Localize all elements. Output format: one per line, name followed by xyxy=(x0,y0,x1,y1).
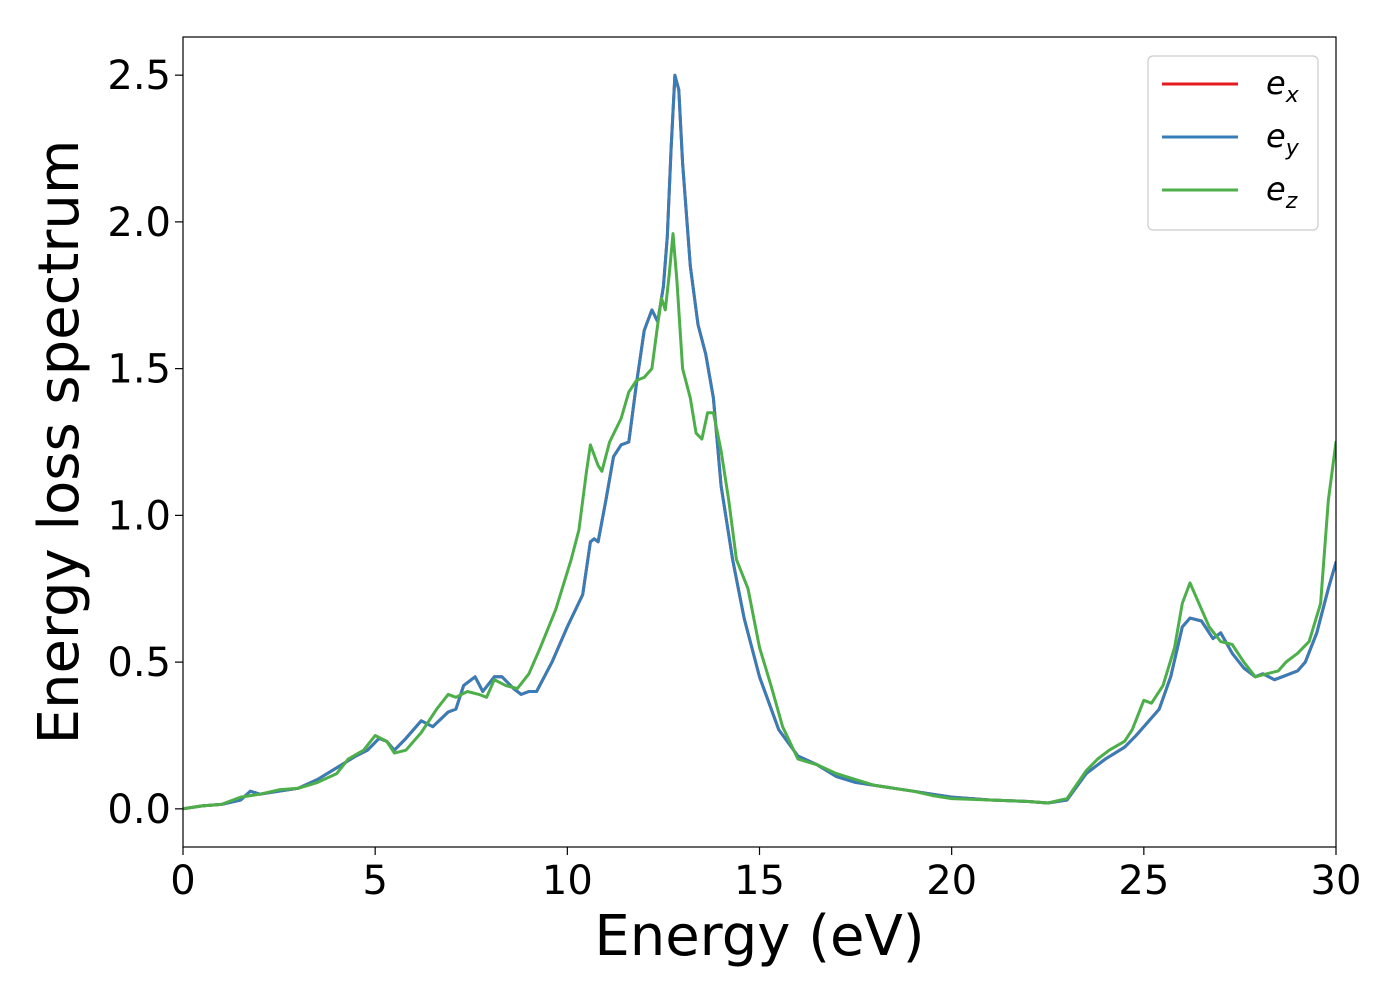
x-tick-label: 30 xyxy=(1311,858,1362,904)
y-tick-label: 1.5 xyxy=(107,347,171,393)
y-tick-label: 0.0 xyxy=(107,787,171,833)
x-tick-label: 5 xyxy=(362,858,387,904)
x-tick-label: 20 xyxy=(926,858,977,904)
legend-box xyxy=(1147,55,1319,231)
x-tick-label: 0 xyxy=(170,858,195,904)
series-line-ey xyxy=(183,73,1336,811)
y-tick-label: 1.0 xyxy=(107,493,171,539)
axes-layer: 0 5 10 15 20 25 30 0.0 0.5 1.0 1.5 2.0 2.5 xyxy=(107,36,1362,904)
x-tick-label: 15 xyxy=(734,858,785,904)
legend-label-ex: ex xyxy=(1266,64,1300,108)
x-tick-label: 25 xyxy=(1118,858,1169,904)
x-tick-label: 10 xyxy=(542,858,593,904)
y-axis-label: Energy loss spectrum xyxy=(27,140,92,745)
x-axis-label: Energy (eV) xyxy=(594,904,924,969)
y-tick-label: 2.0 xyxy=(107,200,171,246)
y-tick-label: 0.5 xyxy=(107,640,171,686)
series-line-ez xyxy=(183,232,1336,811)
y-tick-label: 2.5 xyxy=(107,53,171,99)
series-layer xyxy=(183,73,1336,811)
